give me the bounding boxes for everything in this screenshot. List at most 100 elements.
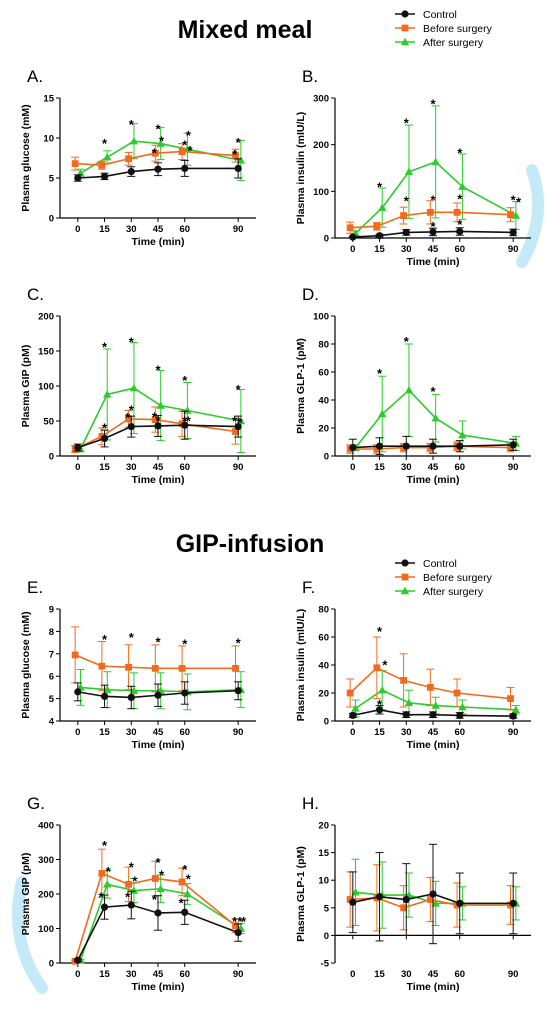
data-point (100, 903, 109, 911)
significance-star: * (102, 838, 108, 853)
significance-star: * (430, 97, 436, 112)
significance-star: * (102, 136, 108, 151)
significance-star: * (232, 147, 238, 162)
significance-star: * (430, 384, 436, 399)
x-tick-label: 90 (233, 462, 244, 473)
significance-star: * (182, 373, 188, 388)
data-point (507, 211, 514, 219)
data-point (373, 664, 381, 672)
y-tick-label: 60 (318, 368, 329, 379)
data-point (234, 687, 242, 695)
significance-star: * (179, 896, 185, 911)
significance-star: * (155, 634, 161, 649)
x-tick-label: 15 (374, 244, 385, 255)
series-line (355, 689, 516, 711)
data-point (429, 711, 437, 719)
data-point (458, 430, 467, 439)
significance-star: * (457, 217, 463, 232)
x-tick-label: 60 (179, 969, 190, 980)
x-tick-label: 30 (401, 727, 412, 738)
y-tick-label: 0 (324, 717, 329, 728)
series-control (73, 681, 243, 710)
section-title-gip-infusion: GIP-infusion (176, 530, 325, 558)
x-tick-label: 0 (350, 969, 355, 980)
significance-star: * (404, 115, 410, 130)
series-line (77, 689, 239, 699)
data-point (234, 423, 242, 431)
watermark-decoration (11, 164, 545, 994)
series-after-surgery (76, 123, 246, 181)
x-axis-label-F: Time (min) (407, 739, 460, 751)
data-point (431, 899, 440, 907)
series-line (77, 904, 239, 961)
data-point (232, 428, 239, 435)
y-axis-label-F: Plasma insulin (mIU/L) (295, 609, 307, 722)
y-tick-label: 20 (318, 424, 329, 435)
significance-star: * (236, 135, 242, 150)
data-point (373, 445, 381, 453)
x-tick-label: 0 (350, 727, 355, 738)
x-tick-label: 45 (153, 969, 164, 980)
y-axis-label-A: Plasma glucose (mM) (20, 104, 32, 211)
y-tick-label: 10 (318, 876, 329, 887)
x-tick-label: 45 (428, 462, 439, 473)
y-tick-label: 80 (318, 340, 329, 351)
y-tick-label: -5 (321, 959, 330, 970)
data-point (129, 137, 139, 145)
significance-star: * (237, 415, 243, 430)
series-line (354, 389, 516, 449)
significance-star: * (155, 413, 161, 428)
data-point (98, 662, 106, 670)
significance-star: * (188, 143, 194, 158)
x-axis-label-G: Time (min) (132, 981, 185, 993)
significance-star: * (125, 410, 131, 425)
data-point (151, 149, 159, 157)
legend-label-2: After surgery (423, 586, 484, 598)
y-tick-label: 50 (43, 417, 54, 428)
x-tick-label: 0 (75, 727, 80, 738)
panel-letter-D: D. (302, 285, 319, 304)
data-point (178, 148, 186, 155)
significance-star: * (457, 191, 463, 206)
data-point (346, 224, 354, 232)
x-tick-label: 15 (99, 727, 110, 738)
y-tick-label: 150 (38, 347, 54, 358)
significance-star: * (182, 414, 188, 429)
data-point (456, 899, 464, 907)
x-tick-label: 45 (428, 969, 439, 980)
chart-C: C. 0 50 100 150 200 0 15 30 45 60 90 Time (min) Plasm… (20, 285, 256, 486)
section-title-mixed-meal: Mixed meal (178, 16, 313, 44)
x-tick-label: 60 (179, 224, 190, 235)
chart-H: H. -5 0 5 10 15 20 0 15 30 45 60 90 Time (min) Plasma … (295, 794, 531, 993)
series-line (77, 424, 239, 449)
legend-label-1: Before surgery (423, 23, 493, 35)
y-tick-label: 5 (49, 694, 55, 705)
data-point (74, 444, 82, 452)
significance-star: * (457, 146, 463, 161)
data-point (100, 434, 109, 443)
data-point (509, 712, 517, 720)
data-point (346, 896, 354, 903)
panel-letter-G: G. (27, 794, 45, 813)
data-point (426, 684, 434, 691)
data-point (232, 664, 239, 672)
y-tick-label: 200 (38, 312, 54, 323)
y-tick-label: 15 (43, 94, 54, 105)
data-point (378, 686, 387, 694)
data-point (429, 228, 437, 236)
legend-marker (401, 24, 409, 32)
x-tick-label: 0 (350, 462, 355, 473)
data-point (100, 692, 109, 700)
series-before-surgery (346, 200, 515, 234)
data-point (127, 423, 135, 431)
significance-star: * (377, 624, 383, 639)
data-point (100, 172, 109, 180)
data-point (429, 890, 437, 898)
series-line (79, 387, 242, 450)
x-tick-label: 90 (508, 727, 519, 738)
significance-star: * (132, 874, 138, 889)
x-tick-label: 45 (153, 224, 164, 235)
data-point (429, 442, 437, 450)
